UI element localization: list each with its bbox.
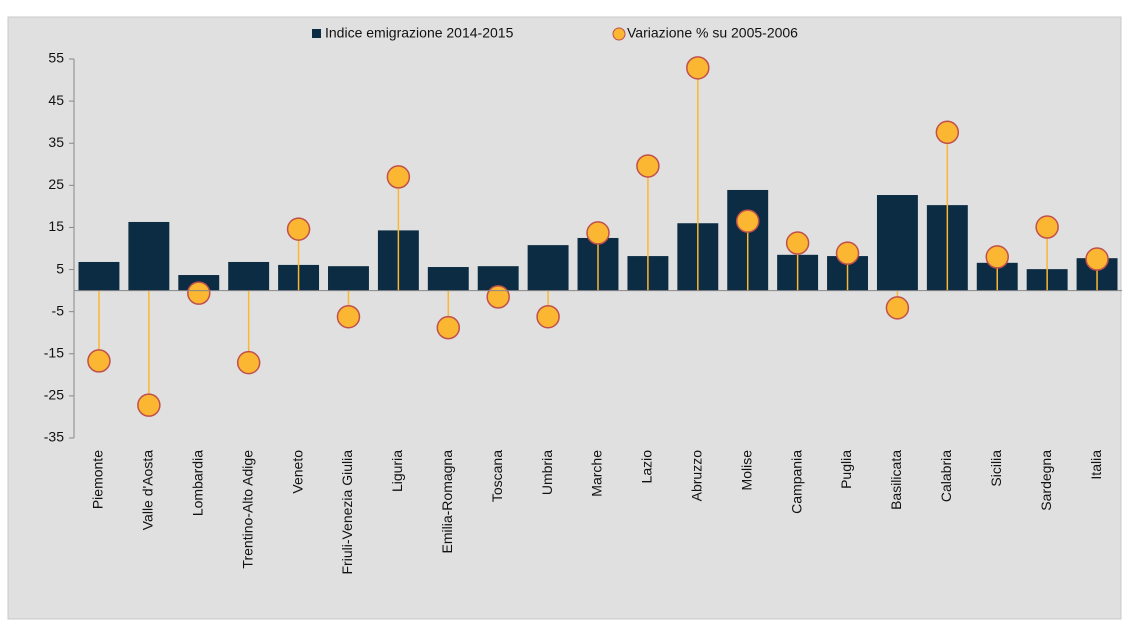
dot (735, 209, 760, 233)
bar (527, 245, 569, 291)
dot (187, 281, 211, 305)
x-tick-label: Valle d'Aosta (140, 450, 156, 530)
dot (436, 315, 461, 340)
x-tick-label: Calabria (938, 450, 954, 502)
y-tick-label: 45 (48, 92, 64, 108)
dot (885, 296, 910, 320)
y-tick-label: -25 (44, 387, 64, 403)
dot (1085, 247, 1109, 271)
dot (785, 231, 810, 255)
dot (1035, 215, 1059, 239)
bar (876, 195, 918, 291)
dot (286, 217, 311, 241)
y-tick-label: -5 (52, 302, 65, 318)
dot (586, 221, 610, 245)
dot (985, 245, 1009, 269)
dot (636, 154, 660, 178)
x-tick-label: Liguria (389, 450, 405, 492)
dot (137, 393, 161, 417)
x-tick-label: Veneto (289, 450, 305, 494)
x-tick-label: Umbria (539, 450, 555, 495)
x-tick-label: Puglia (838, 450, 854, 489)
dot (87, 349, 111, 373)
y-tick-label: 55 (48, 50, 64, 66)
legend-swatch (312, 29, 321, 38)
bar (228, 261, 270, 291)
y-tick-label: -15 (44, 344, 64, 360)
x-tick-label: Basilicata (888, 450, 904, 510)
x-tick-label: Lazio (639, 450, 655, 484)
bar (78, 261, 120, 291)
y-tick-label: 5 (56, 260, 64, 276)
dot (336, 304, 361, 329)
dot (486, 285, 510, 309)
bar (427, 267, 469, 291)
x-tick-label: Italia (1088, 450, 1104, 480)
x-tick-label: Lombardia (189, 450, 205, 516)
bar (328, 266, 369, 291)
x-tick-label: Piemonte (90, 450, 106, 509)
x-tick-label: Emilia-Romagna (439, 450, 455, 554)
x-tick-label: Friuli-Venezia Giulia (339, 450, 355, 575)
x-tick-label: Sicilia (988, 450, 1004, 487)
dot (236, 350, 261, 375)
x-tick-label: Abruzzo (689, 450, 705, 502)
x-tick-label: Trentino-Alto Adige (239, 450, 255, 569)
legend-swatch (612, 27, 626, 41)
dot (935, 120, 960, 145)
y-tick-label: 25 (48, 176, 64, 192)
x-tick-label: Marche (589, 450, 605, 497)
legend-label: Variazione % su 2005-2006 (627, 25, 798, 41)
legend-label: Indice emigrazione 2014-2015 (325, 25, 514, 41)
x-tick-label: Campania (788, 450, 804, 514)
y-tick-label: 15 (48, 218, 64, 234)
bar (128, 221, 170, 291)
dot (835, 241, 860, 265)
dot (686, 56, 710, 80)
y-tick-label: 35 (48, 134, 64, 150)
dot (386, 165, 411, 189)
x-tick-label: Toscana (489, 450, 505, 502)
y-tick-label: -35 (44, 429, 64, 445)
x-tick-label: Sardegna (1038, 450, 1054, 511)
chart-background (7, 16, 1122, 620)
x-tick-label: Molise (738, 450, 754, 491)
dot (536, 304, 560, 329)
